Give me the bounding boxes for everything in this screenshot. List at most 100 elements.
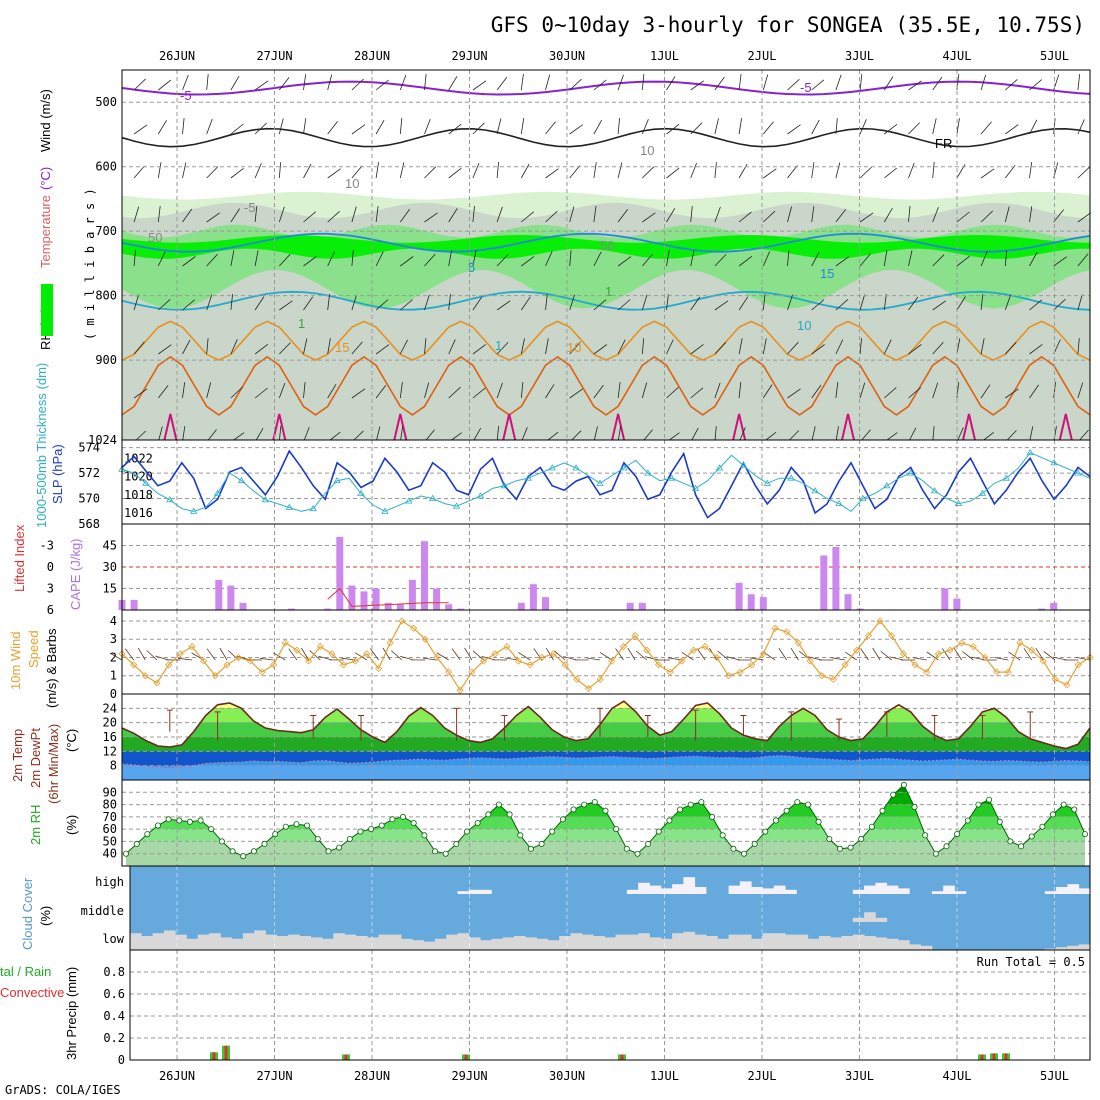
wind-barb <box>617 208 629 223</box>
surface-wind-barb <box>667 657 682 661</box>
wind-barb <box>666 250 670 267</box>
wind-barb <box>157 120 167 135</box>
thickness-marker <box>142 479 150 486</box>
surface-wind-barb <box>155 655 169 661</box>
isotherm-peak <box>393 413 408 441</box>
rh-marker <box>698 799 705 806</box>
wind-speed-marker <box>759 650 767 658</box>
cape-bar <box>626 602 634 610</box>
wind-barb <box>932 162 935 179</box>
wind-barb <box>1053 298 1066 311</box>
cape-bar <box>227 585 235 610</box>
date-label-top: 26JUN <box>159 49 195 63</box>
surface-wind-barb <box>586 657 601 661</box>
rh-marker <box>517 832 524 839</box>
wind-speed-marker <box>1004 668 1012 676</box>
wind-barb <box>351 250 354 267</box>
thickness-marker <box>166 496 174 503</box>
wind-barb <box>496 426 499 443</box>
wind-barb <box>980 251 988 267</box>
wind-barb <box>520 382 524 399</box>
wind-speed-marker <box>270 661 278 669</box>
wind-label-line2: Speed <box>26 630 41 668</box>
minmax-label: (6hr Min/Max) <box>46 724 61 804</box>
wind-barb <box>182 118 185 135</box>
wind-barb <box>545 168 559 179</box>
isotherm-peak <box>611 413 626 441</box>
wind-barb <box>666 208 676 223</box>
wind-barb <box>641 119 649 135</box>
rh-legend-swatch <box>41 284 53 336</box>
rh-marker <box>538 840 545 847</box>
wind-barb <box>327 121 338 135</box>
wind-barb <box>278 382 286 399</box>
cloud-cover-bar <box>683 931 696 950</box>
wind-speed-marker <box>305 657 313 665</box>
surface-wind-barb <box>635 650 648 661</box>
rh-marker <box>165 816 172 823</box>
wind-barb <box>593 79 607 91</box>
temp-tick-label: 24 <box>103 701 117 715</box>
cloud-cover-bar <box>581 934 594 950</box>
wind-barb <box>787 124 801 135</box>
wind-barb <box>182 256 196 267</box>
date-label-top: 28JUN <box>354 49 390 63</box>
contour-label: 50 <box>600 238 614 253</box>
thickness-marker <box>261 496 270 503</box>
wind-barb <box>1029 119 1038 135</box>
date-label-top: 30JUN <box>549 49 585 63</box>
rh-marker <box>1082 831 1089 838</box>
cloud-cover-bar <box>785 934 797 950</box>
wind-barb <box>932 341 944 355</box>
rh-marker <box>208 826 215 833</box>
thickness-marker <box>524 474 533 481</box>
wind-barb <box>400 299 413 311</box>
wind-barb <box>327 211 340 223</box>
contour-label: 5 <box>468 260 475 275</box>
rh-marker <box>559 816 566 823</box>
surface-wind-barb <box>288 648 298 661</box>
precip-total-label: tal / Rain <box>0 964 51 979</box>
wind-barb <box>932 118 937 135</box>
thickness-marker <box>859 494 867 501</box>
thickness-marker <box>476 492 485 499</box>
date-label-top: 5JUL <box>1040 49 1069 63</box>
wind-tick-label: 2 <box>110 650 117 664</box>
rh-marker <box>218 838 225 845</box>
date-label-bottom: 28JUN <box>354 1069 390 1083</box>
wind-barb <box>641 338 645 355</box>
rh-marker <box>858 836 865 843</box>
wind-speed-marker <box>1016 639 1024 647</box>
wind-speed-marker <box>479 657 488 665</box>
slp-tick-label: 1022 <box>124 451 153 465</box>
wind-barb <box>811 206 815 223</box>
wind-barb <box>617 256 632 267</box>
rh-marker <box>197 817 204 824</box>
wind-speed-marker <box>724 672 733 680</box>
wind-barb <box>351 341 363 355</box>
rh-marker <box>506 811 513 818</box>
wind-speed-marker <box>818 672 826 680</box>
rh-marker <box>655 828 662 835</box>
rh-marker <box>613 826 620 833</box>
cloud-cover-bar <box>197 934 210 950</box>
wind-barb <box>230 250 235 267</box>
rh-marker <box>687 801 694 808</box>
cloud-cover-bar <box>525 937 537 950</box>
wind-speed-marker <box>130 661 138 669</box>
wind-speed-marker <box>748 661 756 669</box>
wind-speed-marker <box>386 639 394 647</box>
cloud-cover-bar <box>514 936 526 950</box>
wind-speed-marker <box>841 661 849 669</box>
wind-barb <box>617 339 626 355</box>
surface-wind-barb <box>124 648 134 661</box>
wind-barb <box>158 79 172 91</box>
contour-label: 1 <box>495 338 502 353</box>
isotherm-peak <box>502 413 517 441</box>
wind-barb <box>569 165 581 179</box>
wind-barb <box>835 118 838 135</box>
thickness-marker <box>500 482 509 489</box>
wind-barb <box>424 382 430 399</box>
rh-marker <box>250 848 257 855</box>
